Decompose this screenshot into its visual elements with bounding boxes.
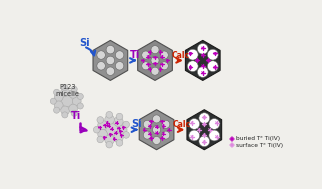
Circle shape — [97, 117, 104, 123]
Text: Si: Si — [131, 119, 142, 129]
Circle shape — [71, 110, 77, 116]
Circle shape — [123, 121, 129, 128]
Circle shape — [199, 113, 210, 124]
Polygon shape — [185, 40, 220, 81]
Circle shape — [114, 117, 123, 126]
Circle shape — [97, 136, 104, 143]
Circle shape — [162, 131, 170, 139]
Circle shape — [106, 45, 115, 54]
Text: buried Tᵉ Ti(IV): buried Tᵉ Ti(IV) — [236, 136, 280, 141]
Circle shape — [77, 103, 83, 109]
Circle shape — [116, 113, 123, 120]
Circle shape — [98, 129, 107, 139]
Circle shape — [209, 119, 220, 129]
Text: surface Tᵉ Ti(IV): surface Tᵉ Ti(IV) — [236, 143, 283, 148]
Circle shape — [142, 62, 150, 70]
Circle shape — [106, 124, 118, 136]
Circle shape — [197, 43, 208, 54]
Circle shape — [151, 67, 159, 75]
Circle shape — [53, 107, 60, 113]
Circle shape — [153, 126, 161, 134]
Circle shape — [62, 96, 73, 107]
Circle shape — [62, 112, 68, 118]
Circle shape — [116, 139, 123, 146]
Circle shape — [209, 130, 220, 141]
Text: Calc: Calc — [171, 50, 189, 60]
Polygon shape — [93, 40, 128, 81]
Circle shape — [143, 120, 151, 128]
Circle shape — [105, 135, 114, 145]
Circle shape — [189, 119, 200, 129]
Circle shape — [123, 132, 129, 138]
Circle shape — [151, 56, 159, 64]
Polygon shape — [138, 40, 172, 81]
Circle shape — [93, 126, 100, 133]
Circle shape — [54, 101, 63, 110]
Text: P123
micelle: P123 micelle — [55, 84, 79, 97]
Circle shape — [69, 89, 78, 98]
Text: Ti: Ti — [71, 111, 81, 121]
Text: Ti: Ti — [130, 50, 140, 60]
Circle shape — [187, 61, 198, 72]
Circle shape — [160, 51, 168, 59]
Circle shape — [115, 51, 124, 59]
Circle shape — [153, 136, 161, 145]
Circle shape — [151, 46, 159, 54]
Circle shape — [115, 62, 124, 70]
Circle shape — [62, 84, 68, 91]
Circle shape — [97, 62, 105, 70]
Circle shape — [105, 115, 114, 124]
Polygon shape — [187, 110, 222, 150]
Circle shape — [189, 130, 200, 141]
Circle shape — [207, 61, 218, 72]
Circle shape — [61, 106, 70, 115]
Circle shape — [106, 141, 113, 148]
Circle shape — [162, 120, 170, 128]
Circle shape — [142, 51, 150, 59]
Circle shape — [72, 97, 81, 106]
Circle shape — [77, 93, 83, 100]
Circle shape — [106, 56, 115, 65]
Circle shape — [106, 112, 113, 118]
Circle shape — [153, 115, 161, 123]
Circle shape — [53, 89, 60, 95]
Circle shape — [187, 49, 198, 60]
Circle shape — [98, 120, 107, 130]
Circle shape — [50, 98, 56, 104]
Circle shape — [97, 51, 105, 59]
Text: Calc: Calc — [173, 120, 191, 129]
Text: Si: Si — [79, 39, 90, 48]
Circle shape — [160, 62, 168, 70]
Polygon shape — [139, 110, 174, 150]
Circle shape — [61, 88, 70, 96]
Circle shape — [54, 93, 63, 101]
Circle shape — [207, 49, 218, 60]
Circle shape — [114, 133, 123, 143]
Circle shape — [143, 131, 151, 139]
Circle shape — [118, 125, 127, 135]
Circle shape — [106, 67, 115, 75]
Circle shape — [199, 136, 210, 147]
Circle shape — [197, 67, 208, 77]
Circle shape — [71, 86, 77, 92]
Circle shape — [69, 104, 78, 113]
